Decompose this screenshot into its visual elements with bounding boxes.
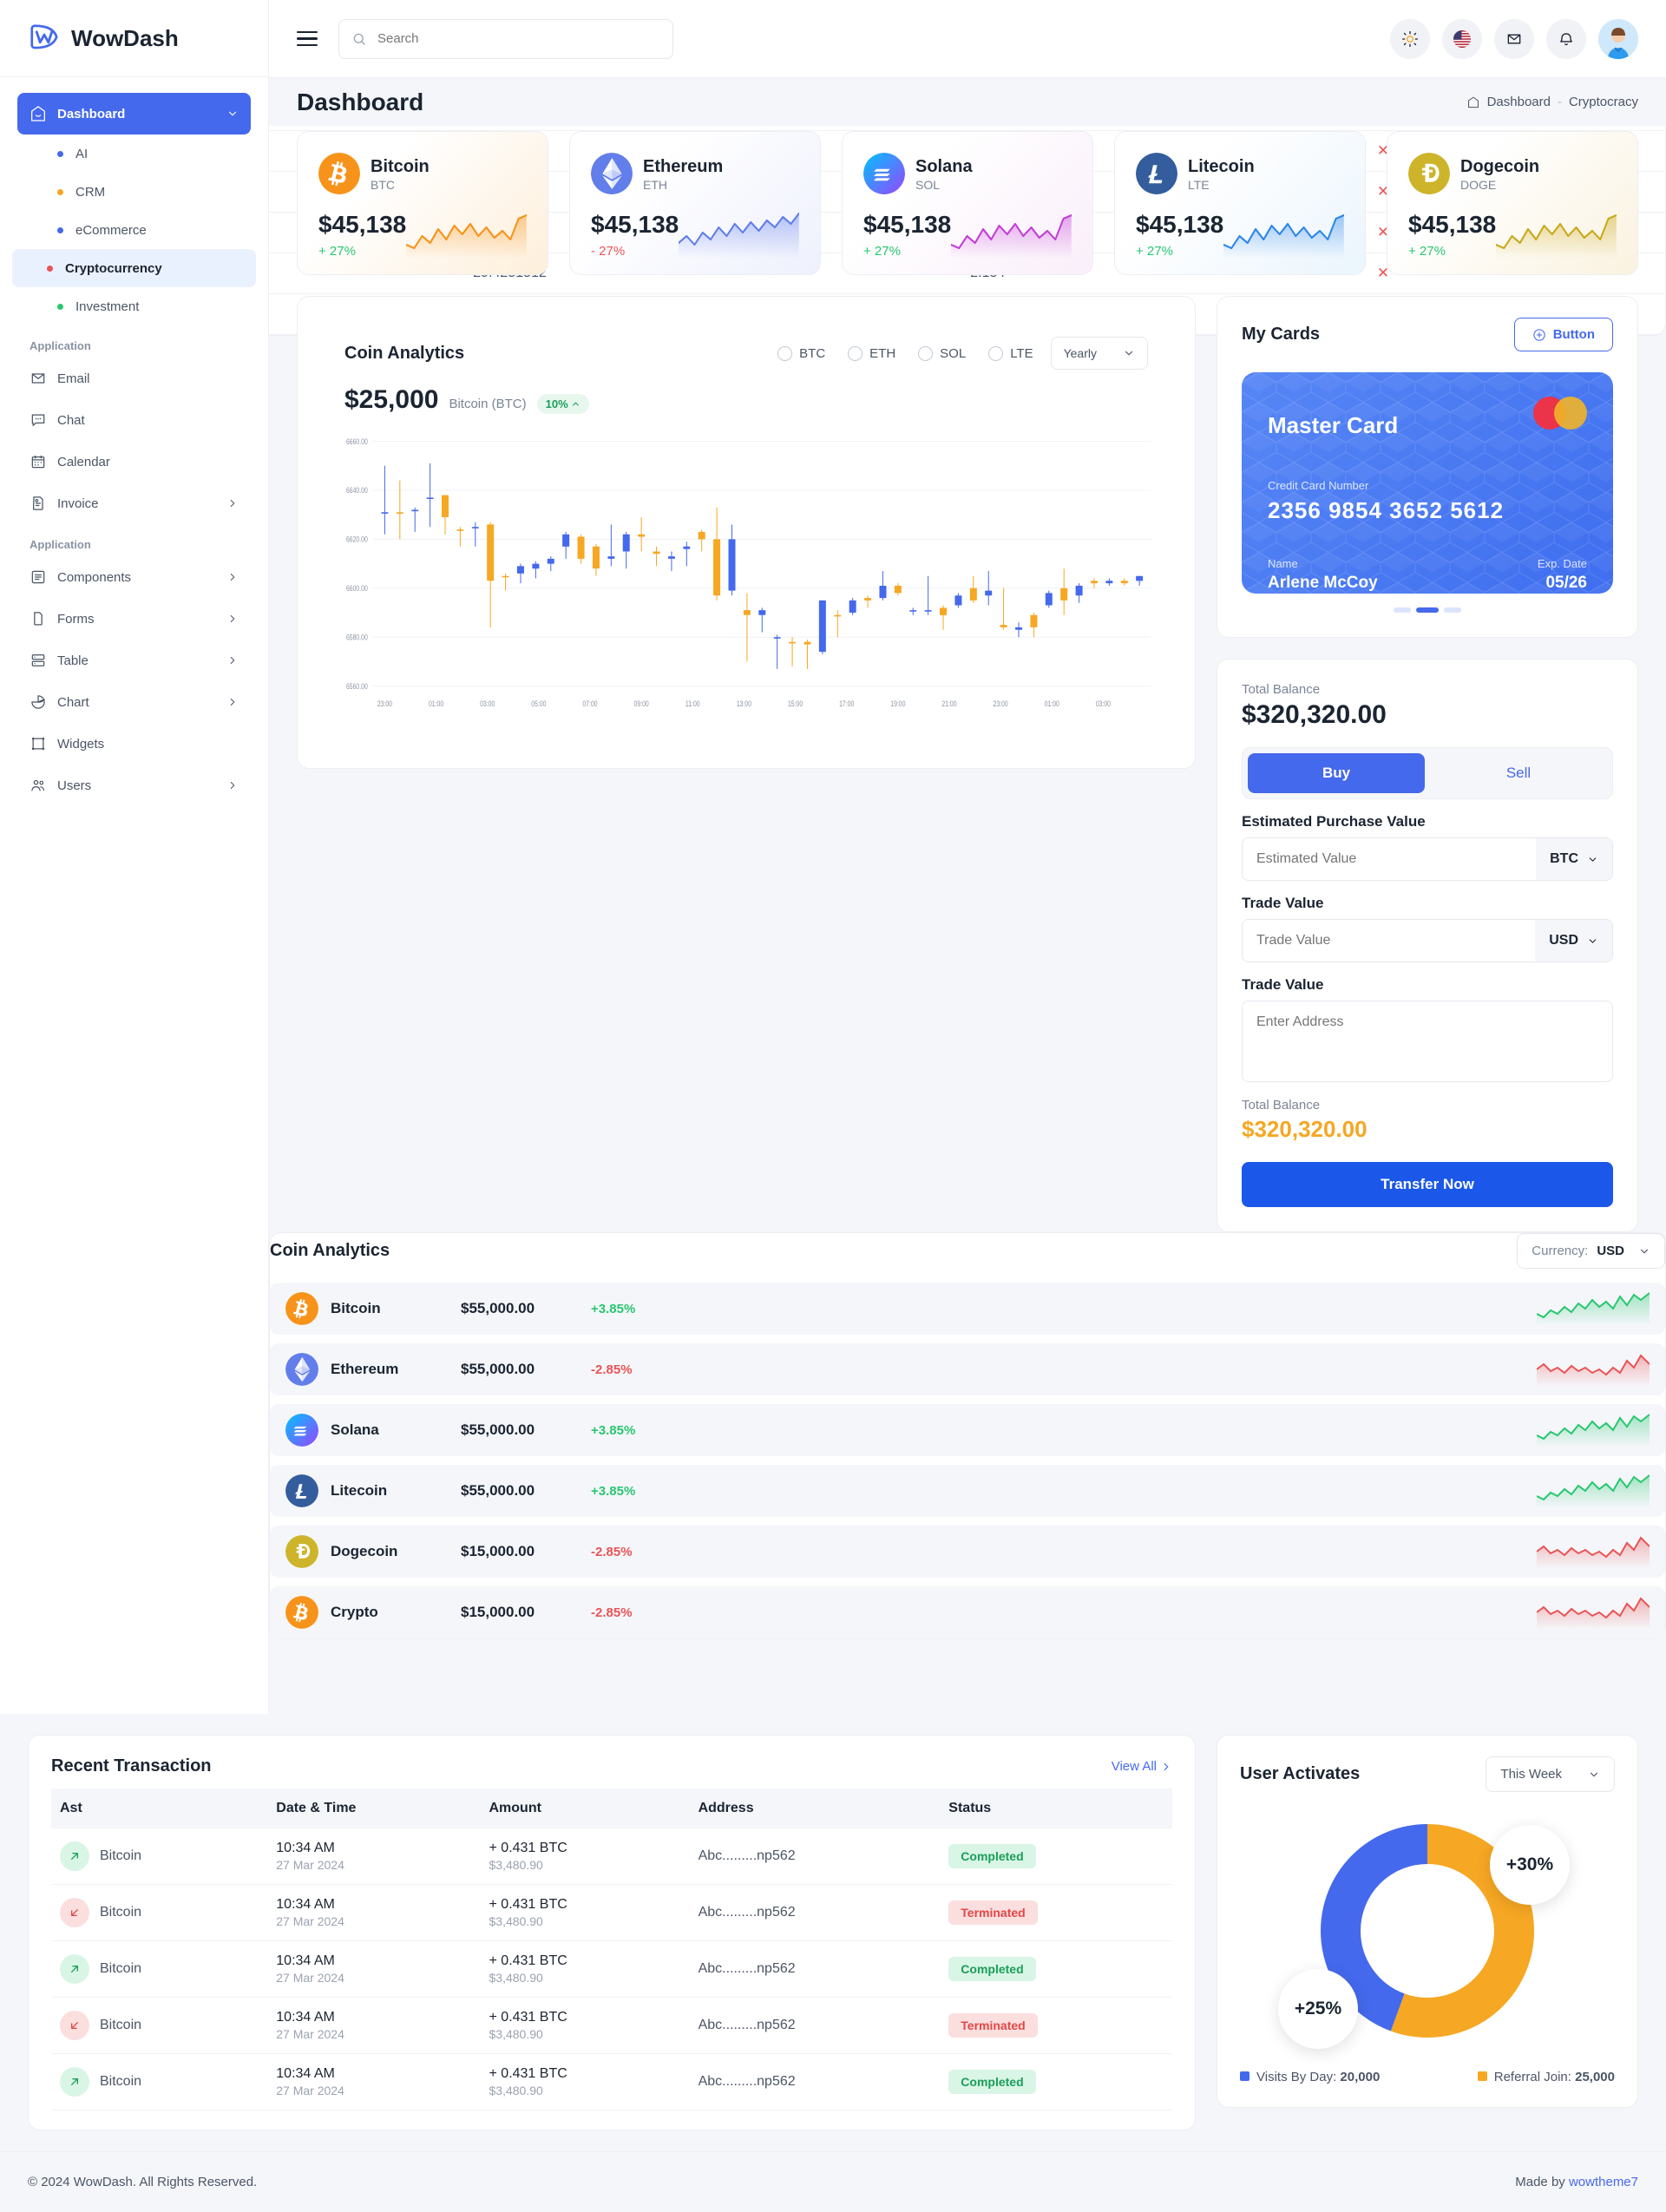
- svg-text:15:00: 15:00: [788, 699, 803, 709]
- svg-text:23:00: 23:00: [377, 699, 392, 709]
- svg-text:01:00: 01:00: [429, 699, 443, 709]
- svg-text:13:00: 13:00: [737, 699, 751, 709]
- svg-text:11:00: 11:00: [685, 699, 700, 709]
- svg-text:09:00: 09:00: [634, 699, 649, 709]
- svg-text:01:00: 01:00: [1045, 699, 1059, 709]
- svg-text:6640.00: 6640.00: [346, 485, 368, 496]
- svg-text:6660.00: 6660.00: [346, 436, 368, 447]
- svg-text:19:00: 19:00: [890, 699, 905, 709]
- svg-text:6620.00: 6620.00: [346, 534, 368, 544]
- svg-text:6560.00: 6560.00: [346, 681, 368, 692]
- svg-text:03:00: 03:00: [1096, 699, 1111, 709]
- svg-text:05:00: 05:00: [531, 699, 546, 709]
- svg-text:03:00: 03:00: [480, 699, 495, 709]
- svg-text:21:00: 21:00: [941, 699, 956, 709]
- svg-text:6580.00: 6580.00: [346, 632, 368, 642]
- svg-text:07:00: 07:00: [582, 699, 597, 709]
- svg-text:6600.00: 6600.00: [346, 583, 368, 594]
- svg-text:23:00: 23:00: [994, 699, 1008, 709]
- svg-text:17:00: 17:00: [839, 699, 854, 709]
